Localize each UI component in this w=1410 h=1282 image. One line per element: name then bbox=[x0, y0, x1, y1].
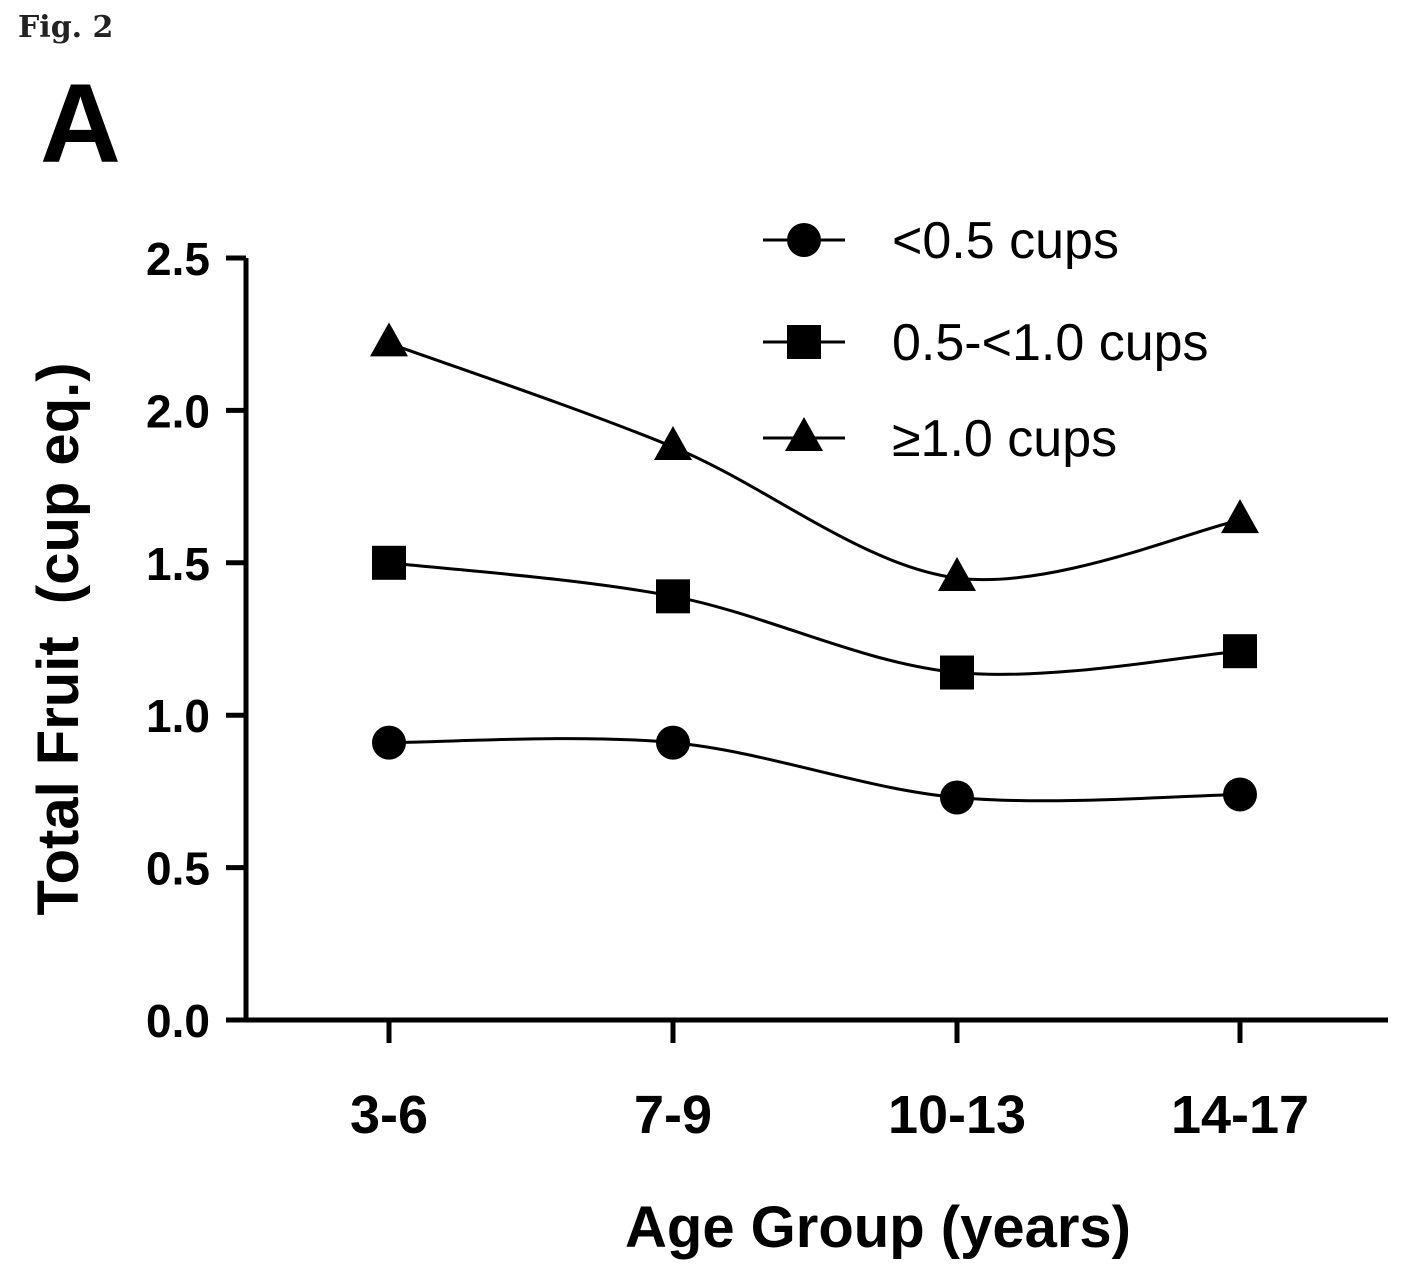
data-point-square bbox=[372, 545, 406, 580]
data-point-circle bbox=[656, 725, 690, 760]
y-tick-label: 1.5 bbox=[146, 538, 210, 590]
figure-label: Fig. 2 bbox=[18, 10, 114, 45]
y-tick-label: 0.5 bbox=[146, 843, 210, 895]
y-axis-label: Total Fruit (cup eq.) bbox=[26, 362, 91, 915]
series-line-1 bbox=[388, 737, 1241, 803]
data-point-triangle bbox=[370, 322, 408, 357]
legend-marker-square bbox=[787, 325, 821, 359]
data-point-triangle bbox=[938, 557, 976, 592]
panel-label: A bbox=[40, 61, 121, 186]
legend-label: 0.5-<1.0 cups bbox=[892, 314, 1209, 372]
legend-marker-circle bbox=[787, 223, 821, 257]
x-tick-label: 10-13 bbox=[888, 1085, 1026, 1145]
y-tick-label: 2.5 bbox=[146, 233, 210, 285]
y-tick-label: 1.0 bbox=[146, 690, 210, 742]
series-line-3 bbox=[388, 341, 1241, 582]
data-point-triangle bbox=[1221, 499, 1259, 534]
legend-label: ≥1.0 cups bbox=[892, 410, 1117, 468]
data-point-square bbox=[1223, 634, 1257, 669]
data-point-circle bbox=[940, 780, 974, 815]
series-line-2 bbox=[388, 561, 1241, 676]
y-tick-label: 2.0 bbox=[146, 385, 210, 437]
data-point-circle bbox=[372, 725, 406, 760]
data-point-circle bbox=[1223, 777, 1257, 812]
data-point-triangle bbox=[654, 425, 692, 460]
x-axis-label: Age Group (years) bbox=[625, 1195, 1131, 1260]
y-tick-label: 0.0 bbox=[146, 995, 210, 1047]
x-tick-label: 7-9 bbox=[634, 1085, 712, 1145]
data-point-square bbox=[656, 579, 690, 614]
legend-marker-triangle bbox=[785, 417, 823, 451]
x-tick-label: 3-6 bbox=[350, 1085, 428, 1145]
legend-label: <0.5 cups bbox=[892, 212, 1119, 270]
x-tick-label: 14-17 bbox=[1171, 1085, 1309, 1145]
data-point-square bbox=[940, 655, 974, 690]
